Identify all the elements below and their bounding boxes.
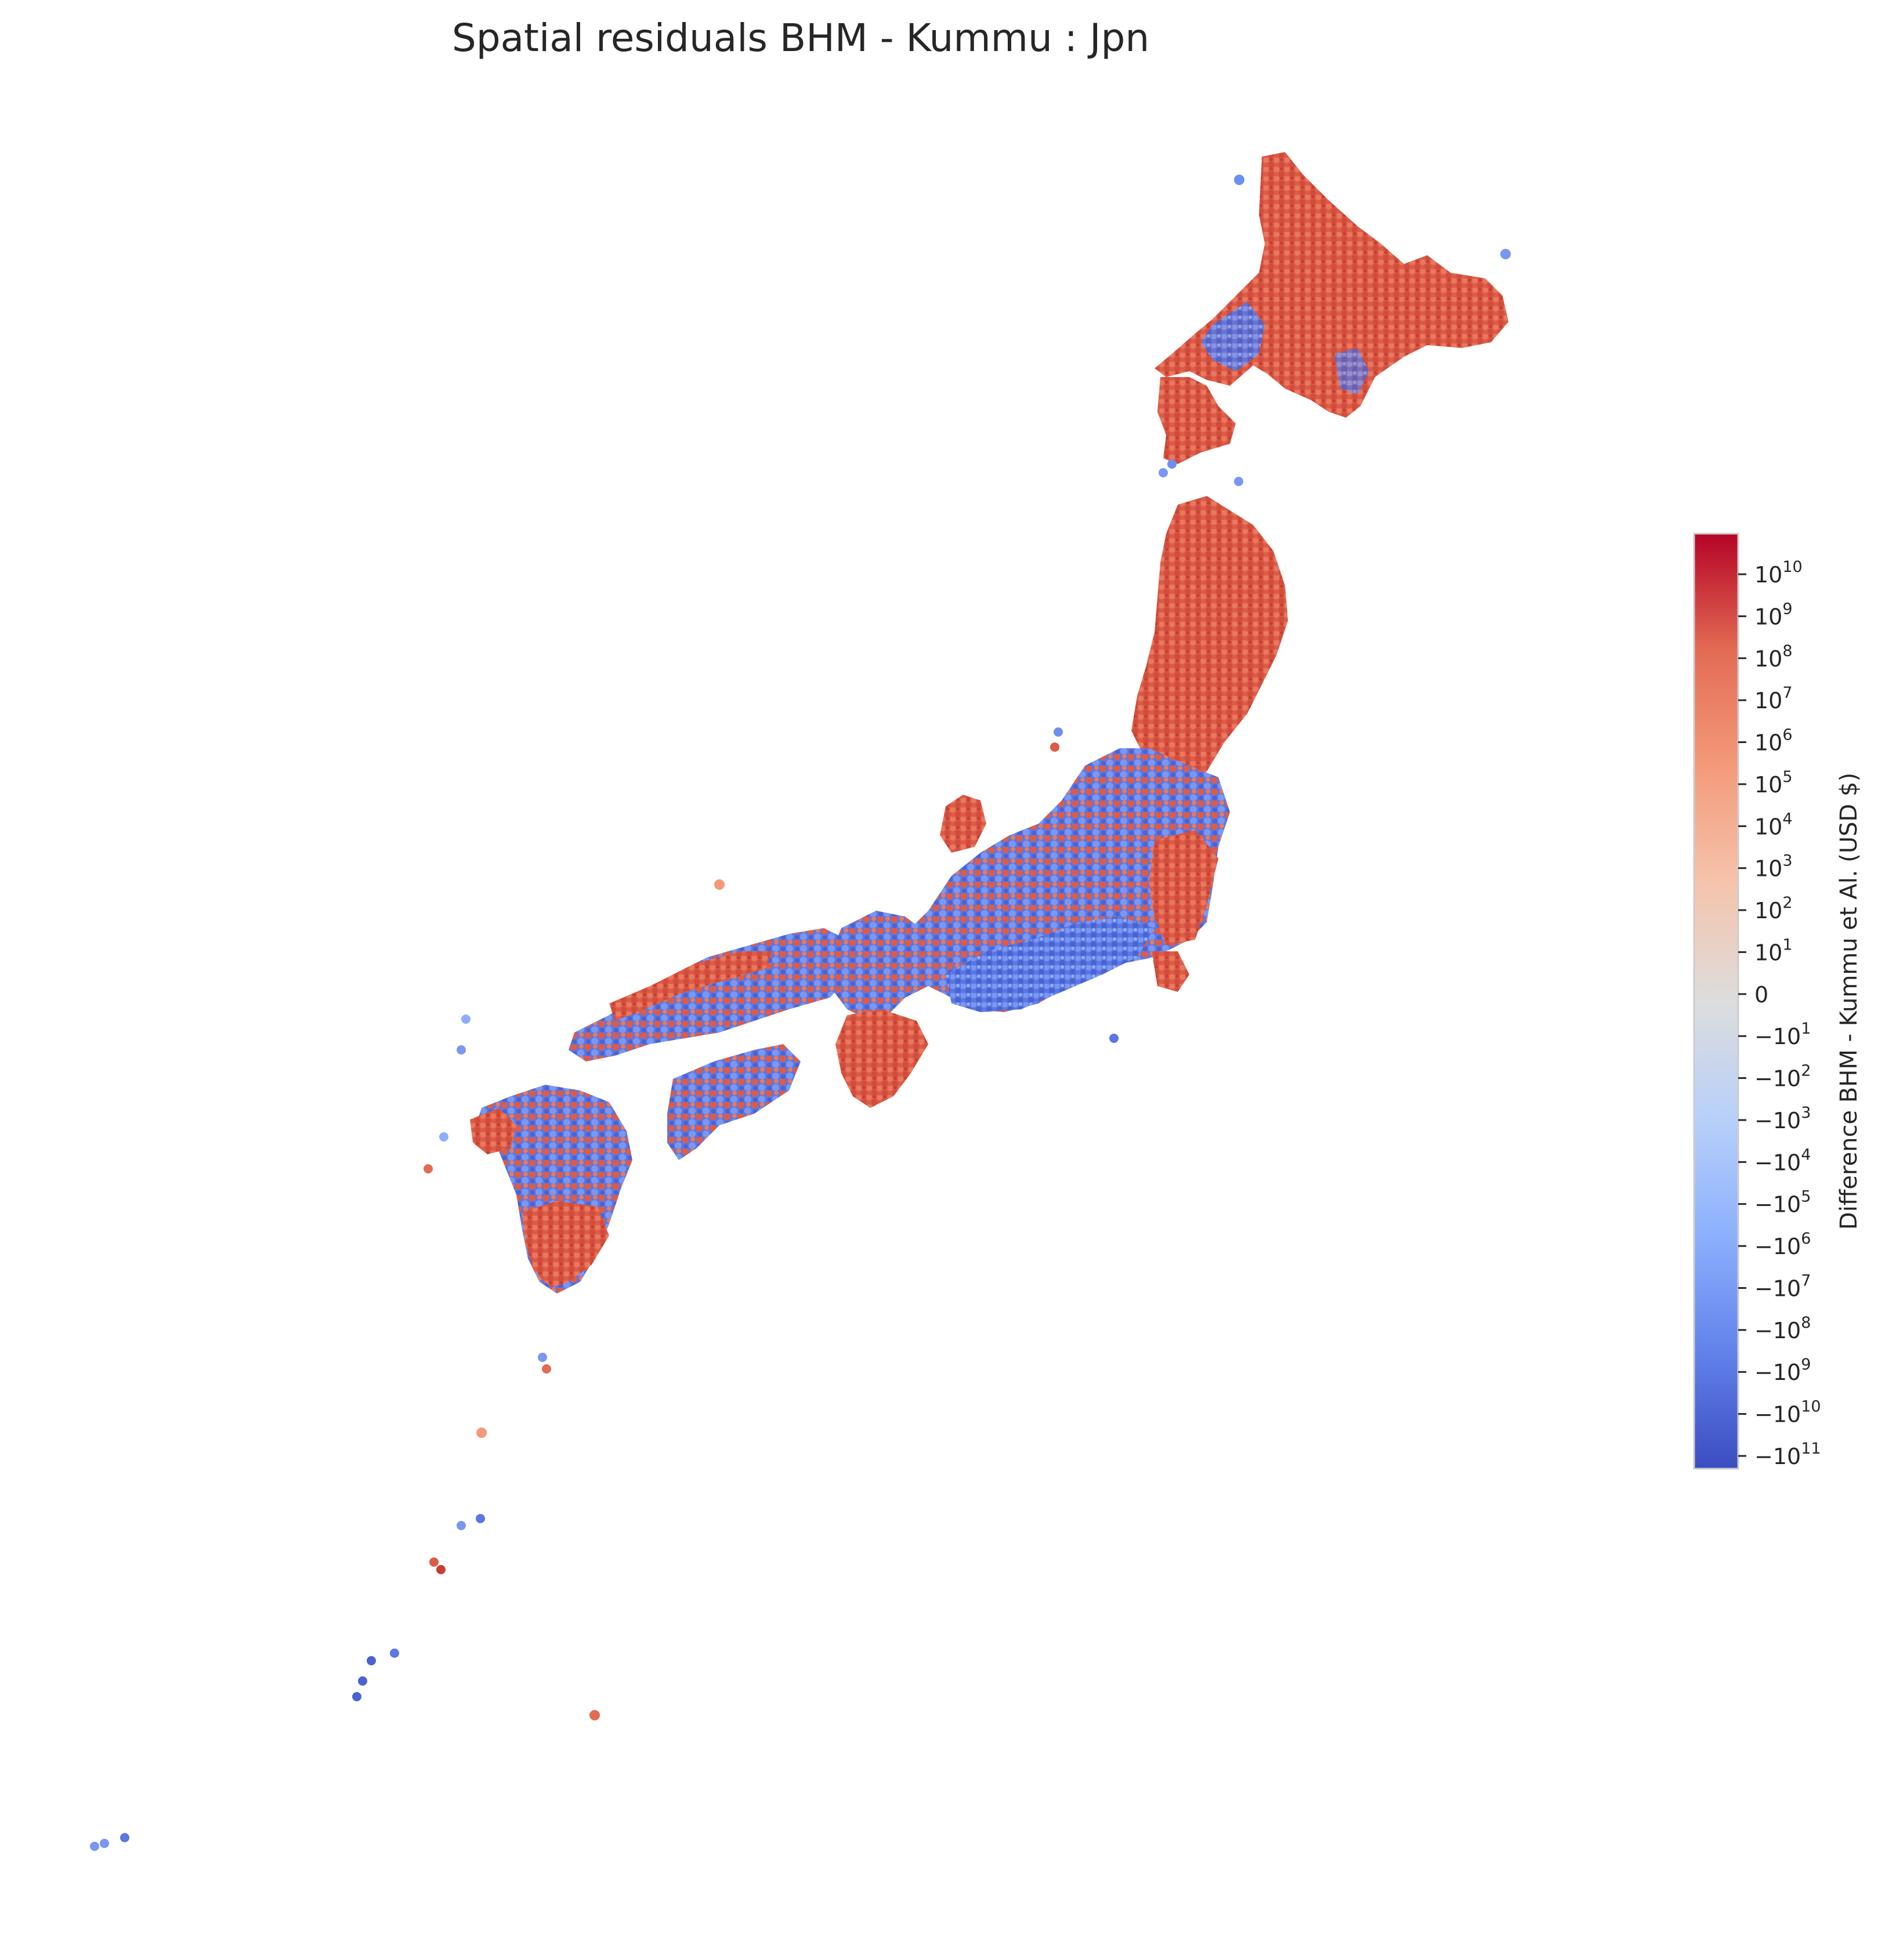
island-cell bbox=[390, 1649, 399, 1658]
colorbar-tick-label: 108 bbox=[1754, 642, 1793, 672]
colorbar-tick-label: −106 bbox=[1754, 1230, 1811, 1259]
colorbar-tick-label: −104 bbox=[1754, 1146, 1811, 1175]
boso-peninsula bbox=[1152, 951, 1189, 992]
island-cell bbox=[1500, 249, 1511, 259]
colorbar-tick-label: −108 bbox=[1754, 1314, 1811, 1343]
colorbar-tick-label: 105 bbox=[1754, 768, 1793, 798]
island-cell bbox=[436, 1565, 446, 1574]
island-cell bbox=[1050, 742, 1059, 752]
colorbar-tick-label: 106 bbox=[1754, 726, 1793, 756]
kansai-region bbox=[830, 911, 940, 1021]
island-cell bbox=[476, 1428, 487, 1438]
chart-title: Spatial residuals BHM - Kummu : Jpn bbox=[452, 16, 1149, 60]
island-cell bbox=[90, 1842, 99, 1851]
island-cell bbox=[1054, 727, 1063, 737]
colorbar-tick-label: 109 bbox=[1754, 600, 1793, 629]
colorbar-tick-label: −1011 bbox=[1754, 1440, 1821, 1469]
hokkaido-east-blue bbox=[1334, 348, 1369, 394]
colorbar-tick-label: −103 bbox=[1754, 1104, 1811, 1133]
colorbar: 10101091081071061051041031021010−101−102… bbox=[1693, 532, 1862, 1470]
colorbar-tick-label: 104 bbox=[1754, 810, 1793, 839]
colorbar-tick-label: −102 bbox=[1754, 1062, 1811, 1092]
island-cell bbox=[1109, 1034, 1119, 1043]
island-cell bbox=[542, 1364, 551, 1374]
hokkaido-region bbox=[1155, 152, 1508, 418]
kii-peninsula bbox=[835, 1009, 928, 1108]
tokai-blue bbox=[946, 916, 1155, 1012]
colorbar-tick-label: 102 bbox=[1754, 894, 1793, 923]
kanto-red bbox=[1149, 829, 1218, 945]
colorbar-tick-label: −1010 bbox=[1754, 1398, 1821, 1428]
outlying-islands bbox=[90, 175, 1511, 1851]
colorbar-tick-label: −105 bbox=[1754, 1188, 1811, 1218]
island-cell bbox=[424, 1164, 433, 1173]
japan-residuals-map bbox=[90, 152, 1511, 1851]
island-cell bbox=[439, 1132, 448, 1142]
island-cell bbox=[100, 1839, 109, 1848]
colorbar-gradient bbox=[1693, 532, 1739, 1470]
colorbar-tick-label: −107 bbox=[1754, 1271, 1811, 1301]
island-cell bbox=[1234, 477, 1243, 486]
island-cell bbox=[476, 1514, 485, 1523]
central-honshu-region bbox=[893, 748, 1230, 1012]
tohoku-region bbox=[1131, 496, 1288, 783]
island-cell bbox=[457, 1521, 466, 1530]
colorbar-tick-label: 0 bbox=[1754, 982, 1768, 1008]
island-cell bbox=[538, 1353, 547, 1362]
colorbar-tick-label: −101 bbox=[1754, 1020, 1811, 1049]
island-cell bbox=[457, 1045, 466, 1055]
chugoku-region bbox=[569, 928, 853, 1061]
island-cell bbox=[352, 1692, 361, 1701]
hokuriku-coast bbox=[940, 795, 986, 853]
island-cell bbox=[461, 1015, 471, 1024]
island-cell bbox=[1167, 459, 1177, 469]
colorbar-tick-label: 103 bbox=[1754, 852, 1793, 882]
hokkaido-southwest-peninsula bbox=[1157, 377, 1236, 464]
island-cell bbox=[714, 879, 725, 890]
chugoku-north-coast bbox=[609, 951, 772, 1021]
island-cell bbox=[589, 1710, 600, 1720]
colorbar-tick-label: 101 bbox=[1754, 936, 1793, 965]
colorbar-tick-label: −109 bbox=[1754, 1356, 1811, 1385]
shikoku-region bbox=[667, 1044, 801, 1160]
island-cell bbox=[429, 1557, 439, 1567]
colorbar-tick-label: 1010 bbox=[1754, 558, 1803, 588]
island-cell bbox=[1234, 175, 1244, 185]
colorbar-ticks: 10101091081071061051041031021010−101−102… bbox=[1738, 558, 1821, 1469]
island-cell bbox=[1159, 468, 1168, 477]
island-cell bbox=[120, 1833, 129, 1842]
colorbar-label: Difference BHM - Kummu et Al. (USD $) bbox=[1836, 773, 1862, 1230]
island-cell bbox=[358, 1676, 367, 1686]
kyushu-south-red bbox=[522, 1201, 609, 1288]
island-cell bbox=[367, 1656, 376, 1665]
hokkaido-blue-zone bbox=[1201, 302, 1265, 371]
kyushu-northwest bbox=[470, 1108, 516, 1154]
colorbar-tick-label: 107 bbox=[1754, 684, 1793, 713]
